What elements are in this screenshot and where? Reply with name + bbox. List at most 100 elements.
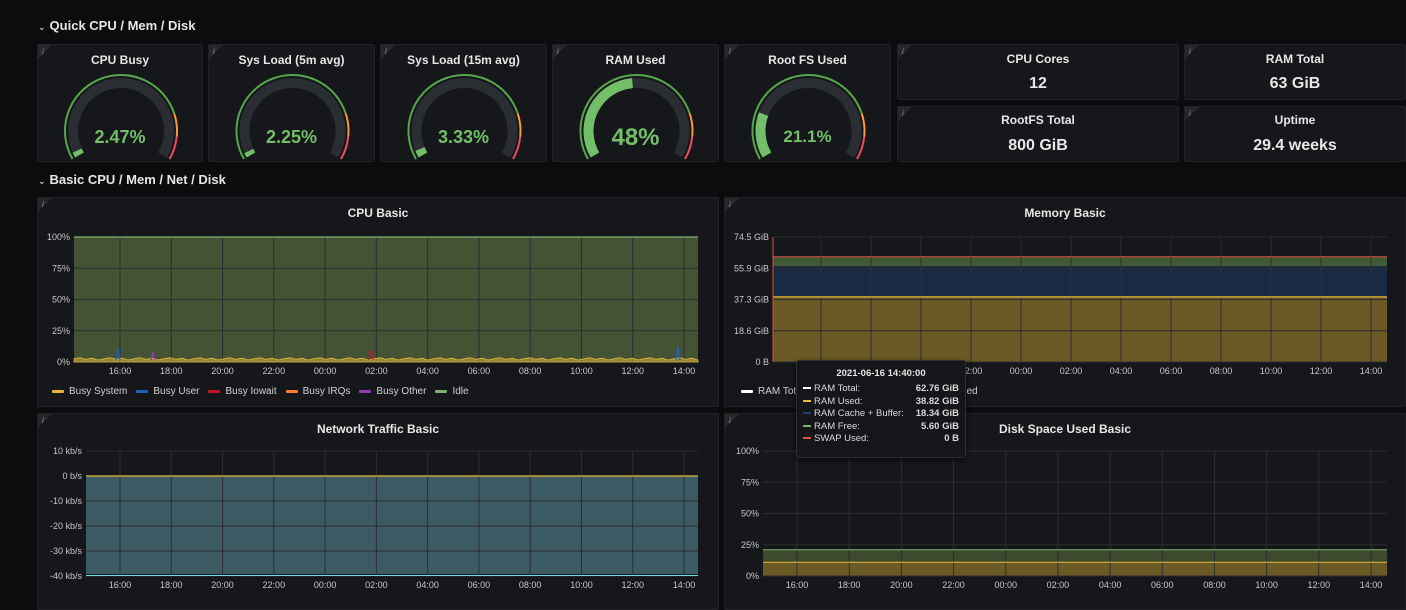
legend-item[interactable]: Busy Other — [359, 386, 426, 397]
info-icon[interactable]: i — [1189, 47, 1191, 56]
ram-used-area — [773, 296, 1387, 362]
tooltip-row: RAM Total: 62.76 GiB — [803, 383, 959, 396]
legend-item[interactable]: Busy IRQs — [285, 386, 350, 397]
info-icon[interactable]: i — [557, 47, 559, 56]
panel-uptime[interactable]: i Uptime 29.4 weeks — [1184, 106, 1406, 162]
info-icon[interactable]: i — [42, 416, 44, 425]
tooltip-label: RAM Total: — [814, 383, 861, 394]
panel-rootfs-total[interactable]: i RootFS Total 800 GiB — [897, 106, 1179, 162]
x-tick-label: 04:00 — [1099, 580, 1122, 590]
x-tick-label: 16:00 — [786, 580, 809, 590]
x-tick-label: 00:00 — [314, 366, 337, 376]
legend-item[interactable]: RAM Tot — [741, 386, 796, 397]
gauge-threshold-green — [579, 74, 691, 160]
tooltip-label: SWAP Used: — [814, 433, 869, 444]
gauge-value-arc — [72, 148, 84, 158]
info-icon[interactable]: i — [42, 47, 44, 56]
tooltip-value: 62.76 GiB — [915, 383, 959, 394]
legend-swatch — [208, 389, 221, 393]
x-tick-label: 08:00 — [519, 366, 542, 376]
gauge — [579, 74, 694, 160]
info-icon[interactable]: i — [729, 47, 731, 56]
ram-cache-area — [773, 266, 1387, 297]
legend-item[interactable]: Busy System — [52, 386, 127, 397]
chevron-down-icon: ⌄ — [38, 176, 46, 186]
legend-swatch — [359, 389, 372, 393]
gauge — [64, 74, 178, 160]
x-tick-label: 22:00 — [942, 580, 965, 590]
gauge — [407, 74, 522, 160]
y-tick-label: 0% — [746, 571, 759, 581]
info-icon[interactable]: i — [729, 416, 731, 425]
panel-cpu-cores[interactable]: i CPU Cores 12 — [897, 44, 1179, 100]
tooltip-row: RAM Cache + Buffer: 18.34 GiB — [803, 408, 959, 421]
panel-ram-total[interactable]: i RAM Total 63 GiB — [1184, 44, 1406, 100]
legend-swatch — [435, 389, 448, 393]
x-tick-label: 02:00 — [1060, 366, 1083, 376]
panel-title: RAM Total — [1265, 52, 1325, 66]
gauge-threshold-red — [856, 136, 866, 160]
panel-ram-used[interactable]: i RAM Used 48% — [552, 44, 719, 162]
disk-space-chart: 100% 75% 50% 25% 0% 16:00 18:00 20:00 22:00 00:00… — [736, 446, 1387, 590]
info-icon[interactable]: i — [729, 200, 731, 209]
cpu-basic-legend: Busy System Busy User Busy Iowait Busy IRQs… — [52, 386, 478, 397]
panel-cpu-busy[interactable]: i CPU Busy 2.47% — [37, 44, 203, 162]
legend-swatch — [741, 389, 753, 393]
row-basic-cpu-mem-net-disk[interactable]: ⌄ Basic CPU / Mem / Net / Disk — [38, 172, 226, 187]
memory-tooltip: 2021-06-16 14:40:00 RAM Total: 62.76 GiB R… — [796, 360, 966, 458]
legend-item[interactable]: Busy Iowait — [208, 386, 277, 397]
info-icon[interactable]: i — [902, 109, 904, 118]
info-icon[interactable]: i — [902, 47, 904, 56]
panel-root-fs-used[interactable]: i Root FS Used 21.1% — [724, 44, 891, 162]
x-tick-label: 16:00 — [109, 366, 132, 376]
stat-value: 29.4 weeks — [1253, 137, 1337, 154]
x-tick-label: 22:00 — [960, 366, 983, 376]
y-tick-label: 50% — [52, 295, 70, 305]
gauge-threshold-orange — [516, 113, 522, 137]
panel-network-traffic-basic[interactable]: i Network Traffic Basic 10 kb/s 0 b/s -10 … — [37, 413, 719, 610]
gauge-value-arc — [244, 148, 256, 158]
x-tick-label: 00:00 — [314, 580, 337, 590]
info-icon[interactable]: i — [1189, 109, 1191, 118]
x-tick-label: 18:00 — [838, 580, 861, 590]
x-tick-label: 06:00 — [1160, 366, 1183, 376]
network-traffic-chart: 10 kb/s 0 b/s -10 kb/s -20 kb/s -30 kb/s -40 … — [50, 446, 698, 590]
tooltip-label: RAM Cache + Buffer: — [814, 408, 904, 419]
tooltip-swatch — [803, 412, 811, 415]
x-tick-label: 10:00 — [570, 366, 593, 376]
legend-item[interactable]: Idle — [435, 386, 469, 397]
info-icon[interactable]: i — [213, 47, 215, 56]
gauge-value: 2.25% — [265, 127, 318, 147]
y-tick-label: -30 kb/s — [50, 546, 83, 556]
gauge-threshold-orange — [173, 113, 178, 137]
gauge-threshold-red — [684, 136, 694, 160]
panel-sys-load-5m[interactable]: i Sys Load (5m avg) 2.25% — [208, 44, 375, 162]
gauge-threshold-green — [407, 74, 519, 160]
gauge-value-arc — [755, 112, 772, 158]
cpu-spike — [368, 349, 374, 361]
y-tick-label: 74.5 GiB — [734, 232, 769, 242]
legend-label: Busy User — [153, 386, 200, 397]
y-tick-label: 100% — [47, 232, 70, 242]
x-tick-label: 14:00 — [673, 580, 696, 590]
busy-system-area — [73, 357, 699, 363]
y-tick-label: 25% — [741, 540, 759, 550]
tooltip-value: 5.60 GiB — [920, 420, 959, 432]
gauge-threshold-green — [751, 74, 863, 160]
legend-label: RAM Tot — [758, 386, 797, 397]
x-tick-label: 12:00 — [1308, 580, 1331, 590]
legend-swatch — [136, 389, 149, 393]
x-tick-label: 22:00 — [263, 366, 286, 376]
panel-cpu-basic[interactable]: i CPU Basic 100% 75% 50% 25% 0% 16:00 18:00 20:… — [37, 197, 719, 407]
info-icon[interactable]: i — [42, 200, 44, 209]
info-icon[interactable]: i — [385, 47, 387, 56]
legend-item[interactable]: Busy User — [136, 386, 199, 397]
tooltip-row: SWAP Used: 0 B — [803, 433, 959, 446]
panel-sys-load-15m[interactable]: i Sys Load (15m avg) 3.33% — [380, 44, 547, 162]
x-tick-label: 12:00 — [621, 366, 644, 376]
x-tick-label: 02:00 — [365, 580, 388, 590]
row-quick-cpu-mem-disk[interactable]: ⌄ Quick CPU / Mem / Disk — [38, 18, 195, 33]
y-tick-label: -10 kb/s — [50, 496, 83, 506]
panel-title: RAM Used — [605, 53, 666, 67]
tooltip-value: 0 B — [944, 433, 959, 444]
